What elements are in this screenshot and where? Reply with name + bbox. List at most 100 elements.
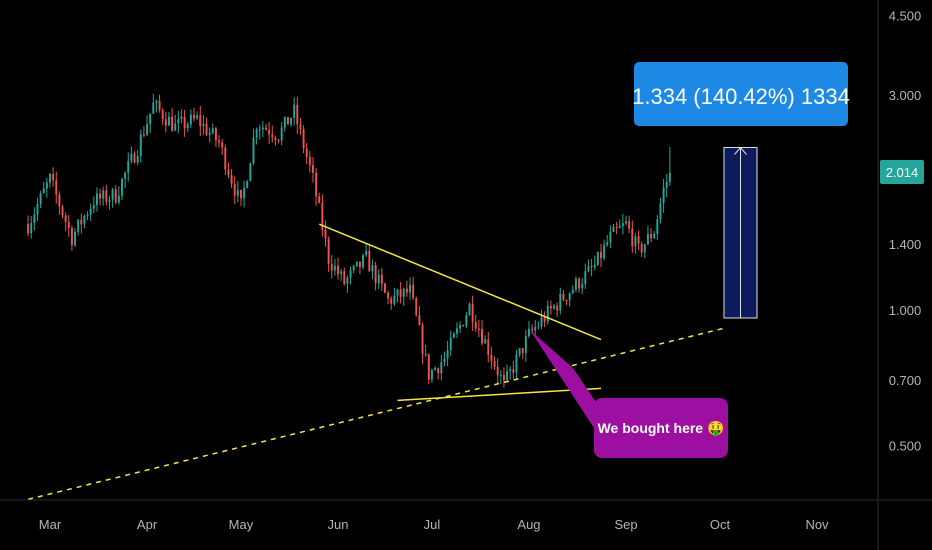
candle-body [631,229,633,247]
candle-body [109,200,111,202]
candle-body [46,183,48,189]
candle-body [77,220,79,232]
candle-body [246,181,248,188]
candle-body [299,124,301,129]
callout-text: We bought here 🤑 [598,420,725,437]
candle-body [628,221,630,229]
candle-body [669,173,671,182]
candle-body [102,191,104,199]
candle-body [572,290,574,294]
candle-body [243,188,245,198]
candle-body [650,234,652,238]
candle-body [490,355,492,361]
candle-body [309,157,311,165]
candle-body [550,306,552,308]
candle-body [256,130,258,138]
candle-body [80,220,82,225]
candle-body [500,375,502,376]
candle-body [663,187,665,203]
candle-body [55,180,57,194]
candle-body [371,265,373,271]
candle-body [325,230,327,239]
candle-body [315,173,317,197]
candle-body [331,264,333,271]
candle-body [118,196,120,203]
candle-body [218,140,220,142]
candle-body [202,124,204,126]
candle-body [337,266,339,274]
candle-body [30,223,32,233]
candle-body [227,169,229,175]
candle-body [181,117,183,119]
candle-body [647,234,649,244]
candle-body [365,251,367,255]
candle-body [90,209,92,215]
candle-body [509,369,511,371]
candle-body [487,339,489,355]
candle-body [456,328,458,333]
candle-body [541,317,543,326]
candle-body [478,329,480,330]
candle-body [83,216,85,224]
candle-body [422,325,424,354]
candle-body [653,234,655,238]
candle-body [105,191,107,202]
candle-body [428,354,430,380]
measure-label[interactable]: 1.334 (140.42%) 1334 [632,62,850,126]
candle-body [406,289,408,293]
candle-body [74,232,76,245]
price-axis-tick-label: 1.400 [889,237,922,252]
candle-body [93,205,95,208]
candle-body [265,128,267,130]
candle-body [130,154,132,161]
candle-body [356,262,358,266]
time-axis-tick-label: Sep [614,517,637,532]
candle-body [431,370,433,380]
candle-body [562,294,564,300]
candle-body [440,362,442,373]
time-axis-tick-label: Aug [517,517,540,532]
last-price-badge-text: 2.014 [886,165,919,180]
candle-body [209,133,211,135]
candle-body [566,300,568,301]
candle-body [534,327,536,330]
candle-body [231,175,233,183]
candle-body [447,350,449,358]
candle-body [287,117,289,124]
candle-body [609,232,611,243]
candle-body [174,124,176,131]
candle-body [237,190,239,196]
candle-body [556,306,558,311]
price-axis-tick-label: 3.000 [889,88,922,103]
candle-body [312,165,314,172]
candle-body [253,138,255,163]
candle-body [58,195,60,207]
candle-body [259,129,261,130]
candle-body [124,173,126,179]
candle-body [215,128,217,140]
candle-body [306,148,308,157]
candle-body [469,304,471,316]
price-axis-tick-label: 4.500 [889,9,922,24]
candle-body [472,304,474,323]
candle-body [143,134,145,135]
candle-body [33,214,35,223]
candle-body [437,368,439,373]
candle-body [212,128,214,132]
candle-body [234,184,236,196]
candle-body [425,354,427,355]
candle-body [603,245,605,258]
candle-body [240,190,242,198]
time-axis-tick-label: Nov [805,517,829,532]
candle-body [522,348,524,353]
candle-body [115,189,117,202]
candle-body [249,163,251,181]
candle-body [525,336,527,353]
candle-body [96,193,98,205]
candle-body [531,329,533,331]
candle-body [553,306,555,309]
candle-body [350,270,352,277]
candle-body [569,293,571,300]
candle-body [43,189,45,194]
